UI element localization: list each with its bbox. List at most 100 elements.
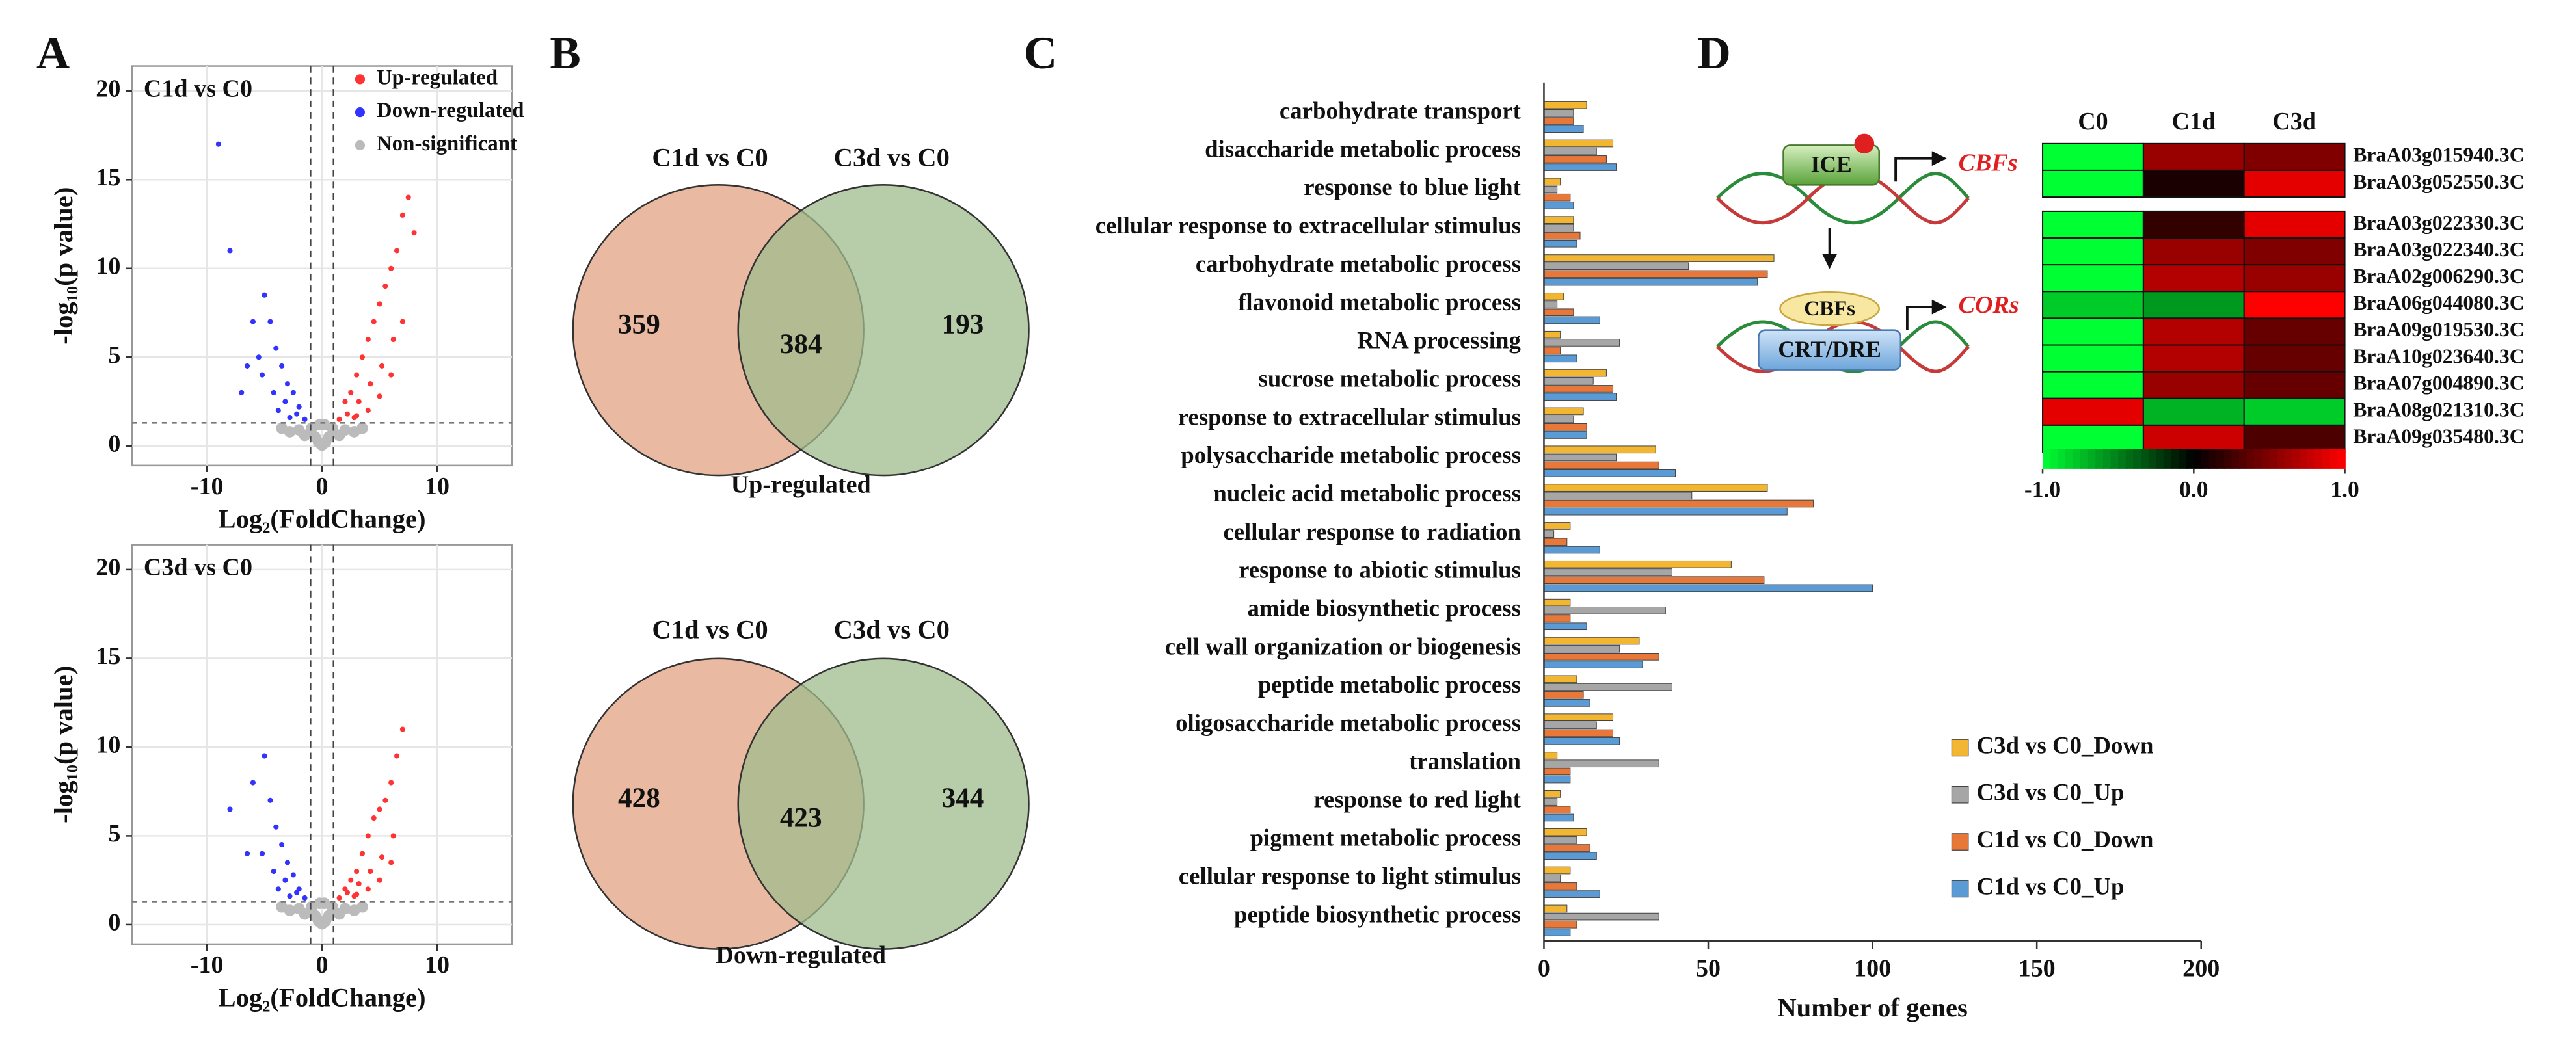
set-label: C1d vs C0 (652, 615, 768, 644)
heatmap-cell (2243, 169, 2346, 198)
point (262, 753, 267, 759)
bar (1543, 560, 1732, 568)
point (371, 815, 377, 821)
point (259, 851, 265, 856)
heatmap-cell (2243, 397, 2346, 426)
bar (1543, 385, 1614, 393)
point (379, 363, 385, 369)
category-label: carbohydrate metabolic process (1196, 250, 1521, 277)
heatmap-cell (2243, 291, 2346, 319)
bar (1543, 376, 1594, 385)
point (244, 851, 250, 856)
point (314, 897, 326, 910)
arrow (1894, 151, 1947, 182)
bar (1543, 568, 1672, 576)
point (359, 354, 366, 360)
colorbar-segment (2125, 449, 2134, 469)
category-label: translation (1409, 748, 1521, 774)
point (282, 877, 288, 883)
colorbar-segment (2156, 449, 2165, 469)
panel-label: C (1024, 28, 1057, 79)
bar (1543, 538, 1568, 546)
x-tick-label: 150 (2019, 955, 2056, 982)
y-tick-label: 10 (96, 732, 120, 759)
bar (1543, 882, 1577, 890)
crt-label: CRT/DRE (1778, 336, 1881, 362)
point (348, 877, 354, 883)
bar (1543, 546, 1600, 554)
point (411, 230, 417, 236)
point (356, 422, 368, 434)
bar (1543, 147, 1597, 155)
colorbar-segment (2216, 449, 2225, 469)
bar (1543, 737, 1620, 745)
colorbar-segment (2223, 449, 2233, 469)
set-label: C3d vs C0 (834, 615, 950, 644)
y-tick-label: 10 (96, 253, 120, 280)
heatmap-cell (2042, 397, 2144, 426)
bar (1543, 415, 1574, 423)
point (267, 319, 273, 324)
category-label: cell wall organization or biogenesis (1165, 633, 1521, 659)
heatmap-cell (2042, 291, 2144, 319)
point (244, 363, 250, 369)
bar (1543, 912, 1659, 921)
point (354, 413, 360, 419)
bar (1543, 691, 1584, 699)
point (394, 753, 400, 759)
heatmap-cell (2243, 317, 2346, 346)
colorbar-segment (2261, 449, 2270, 469)
x-tick-label: -10 (191, 951, 224, 979)
bar (1543, 644, 1620, 653)
colorbar-segment (2118, 449, 2127, 469)
bar (1543, 637, 1640, 645)
bar (1543, 300, 1558, 308)
y-tick-label: 5 (108, 341, 120, 369)
point (250, 780, 256, 786)
bar (1543, 836, 1577, 844)
point (344, 411, 351, 417)
venn-count: 344 (942, 783, 984, 813)
bar (1543, 530, 1555, 538)
bar (1543, 202, 1574, 209)
plot-title: C1d vs C0 (144, 75, 252, 102)
heatmap-cell (2243, 344, 2346, 373)
bar (1543, 339, 1620, 347)
legend-label: Up-regulated (377, 66, 498, 89)
bar (1543, 806, 1571, 814)
point (284, 381, 291, 387)
venn-count: 384 (780, 329, 822, 360)
colorbar-segment (2141, 449, 2149, 469)
bar (1543, 813, 1574, 822)
colorbar-segment (2201, 449, 2210, 469)
point (290, 872, 296, 878)
heatmap-cell (2142, 397, 2245, 426)
category-label: RNA processing (1357, 327, 1521, 354)
bar (1543, 522, 1571, 530)
point (262, 292, 267, 298)
bar (1543, 163, 1617, 171)
colorbar-segment (2163, 449, 2172, 469)
venn-caption: Down-regulated (716, 942, 886, 969)
point (279, 842, 285, 848)
legend-swatch (1951, 786, 1969, 804)
legend-label: C1d vs C0_Up (1977, 873, 2125, 899)
point (284, 860, 291, 865)
point (399, 212, 405, 218)
legend-swatch (355, 74, 366, 85)
colorbar-segment (2058, 449, 2067, 469)
row-label: BraA03g022330.3C (2353, 211, 2524, 234)
venn-count: 359 (618, 310, 660, 340)
category-label: cellular response to extracellular stimu… (1095, 212, 1521, 239)
bar (1543, 369, 1607, 377)
bar (1543, 492, 1693, 500)
point (388, 780, 394, 786)
point (388, 860, 394, 865)
colorbar-segment (2110, 449, 2119, 469)
category-label: oligosaccharide metabolic process (1175, 709, 1521, 736)
point (323, 431, 335, 443)
colorbar-segment (2284, 449, 2293, 469)
point (273, 345, 279, 351)
bar (1543, 767, 1571, 776)
cbfs-ellipse (1779, 291, 1881, 326)
